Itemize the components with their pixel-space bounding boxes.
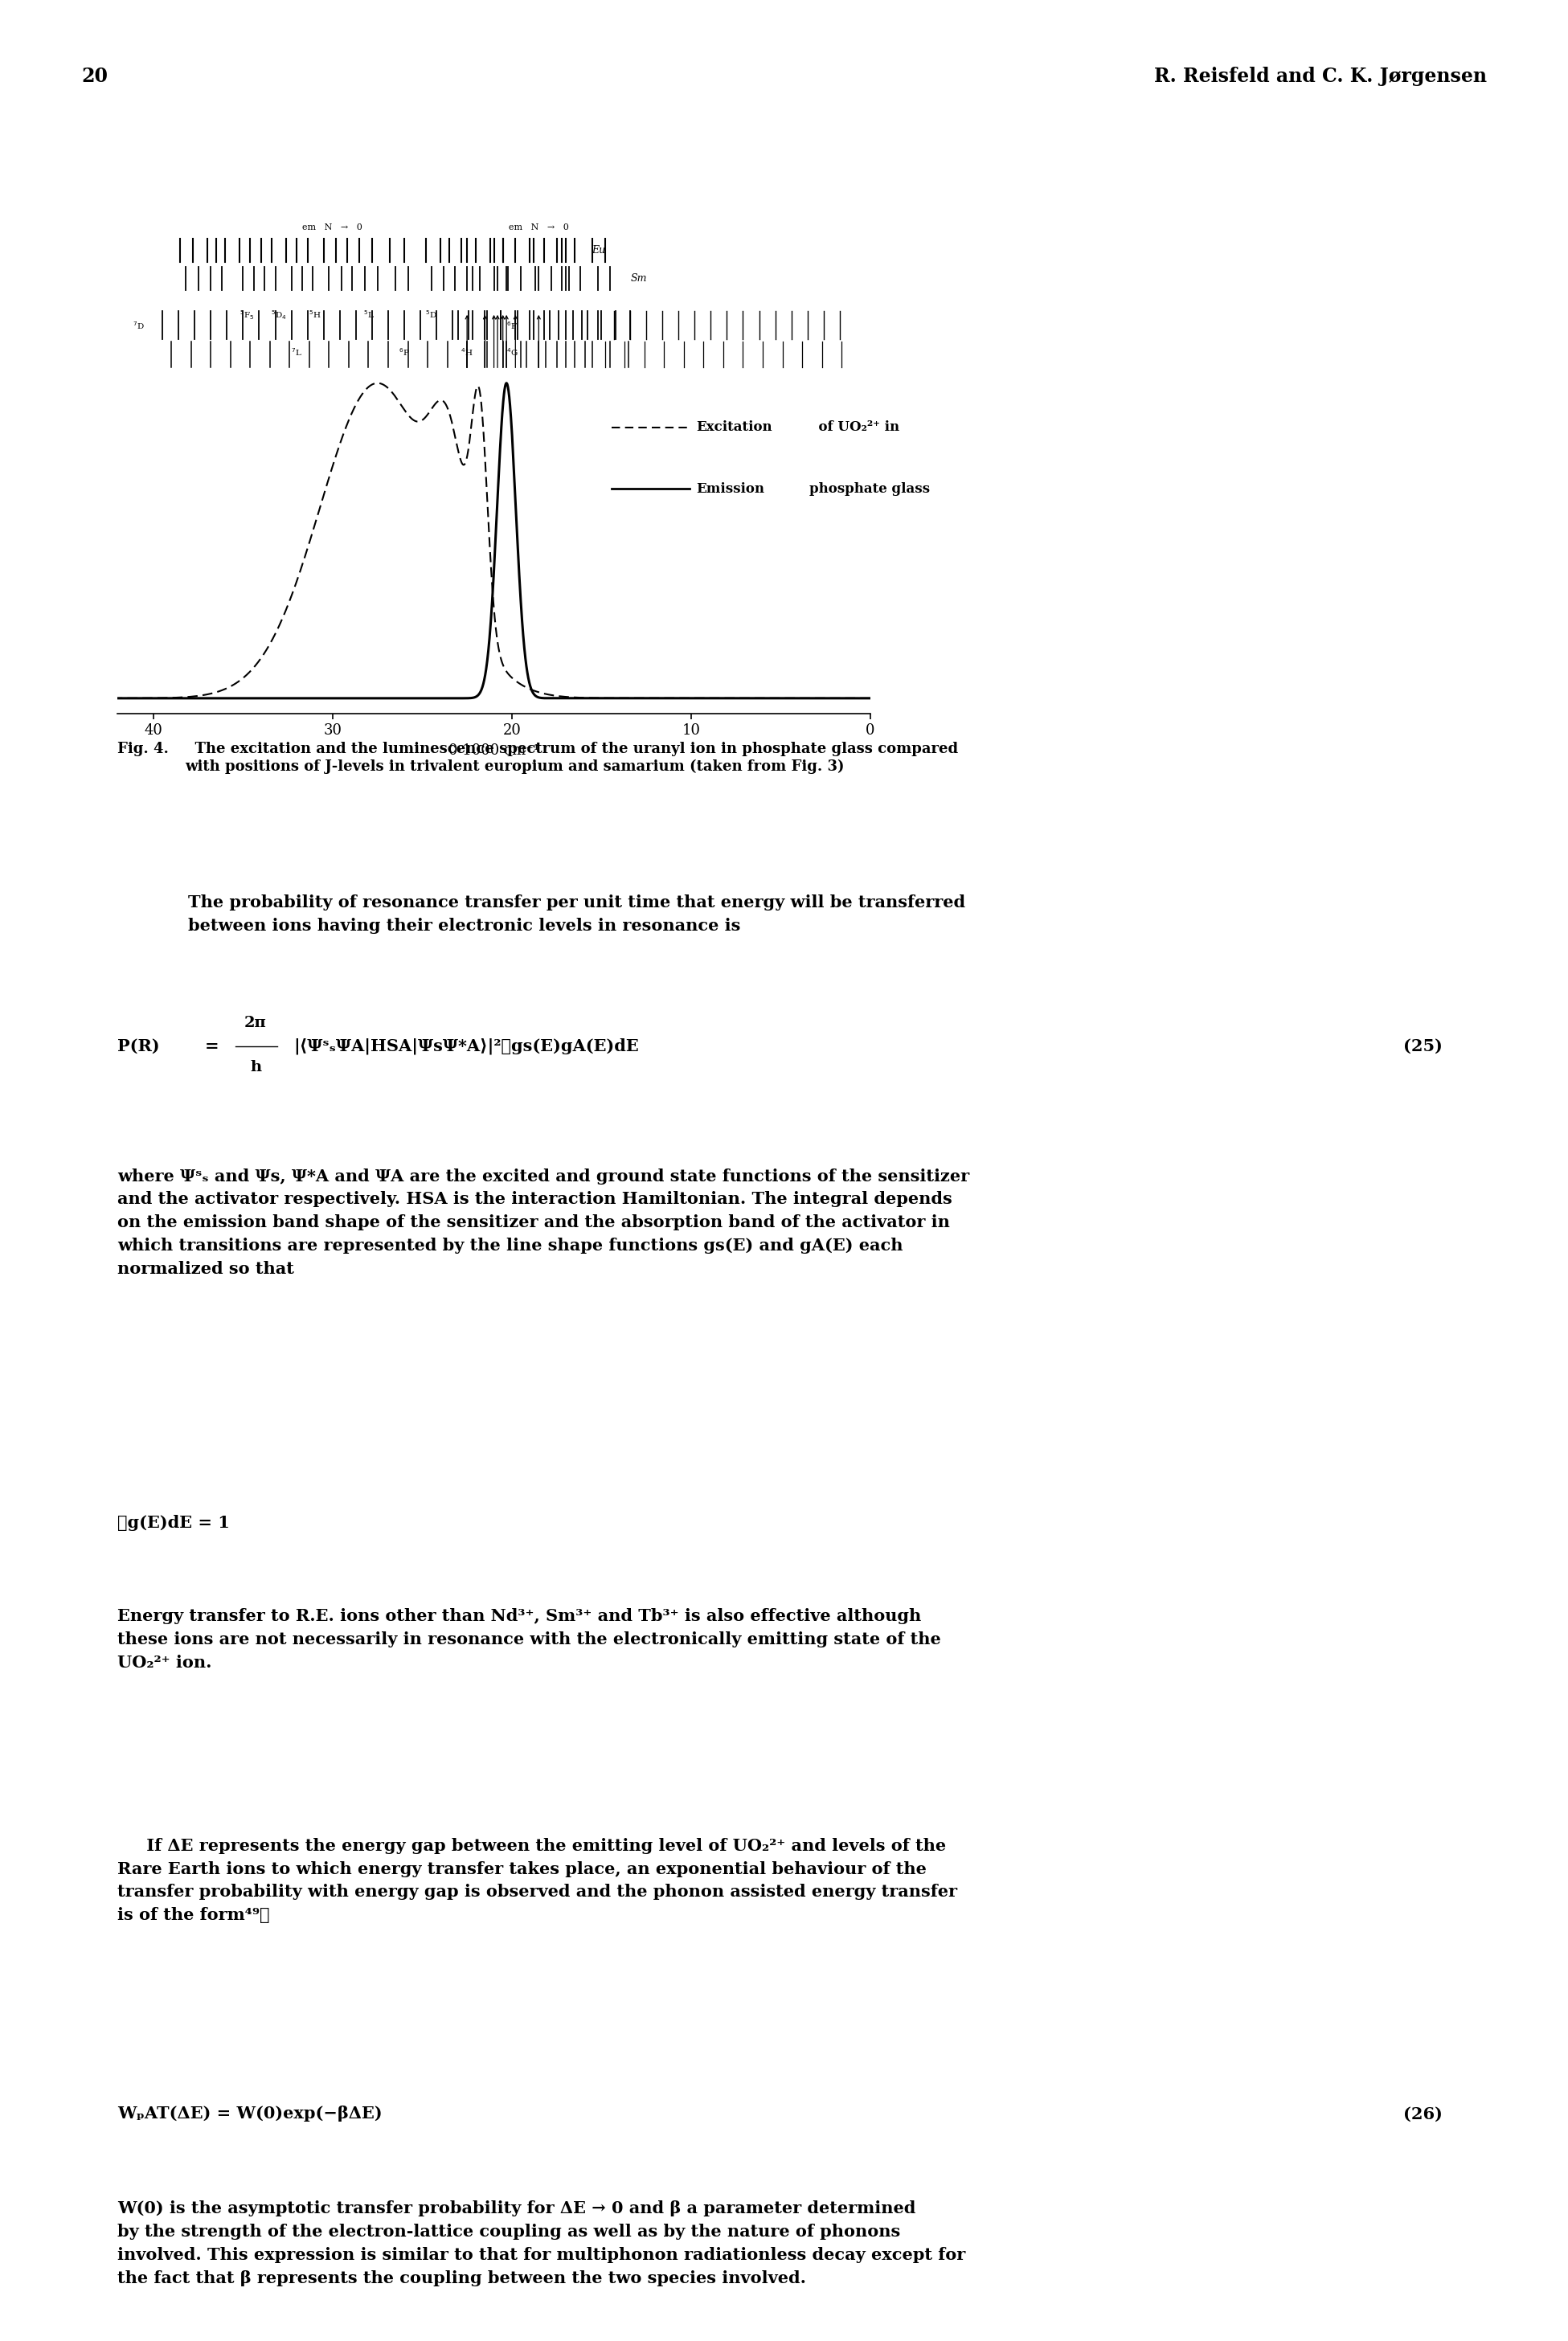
- Text: $^5$F$_5$: $^5$F$_5$: [240, 309, 254, 321]
- Text: ∯g(E)dE = 1: ∯g(E)dE = 1: [118, 1515, 230, 1531]
- Text: $^5$L: $^5$L: [364, 309, 373, 321]
- Text: Sm: Sm: [630, 274, 648, 283]
- Text: $^4$H: $^4$H: [461, 346, 474, 358]
- Text: Energy transfer to R.E. ions other than Nd³⁺, Sm³⁺ and Tb³⁺ is also effective al: Energy transfer to R.E. ions other than …: [118, 1608, 941, 1671]
- Text: $^5$D$_4$: $^5$D$_4$: [271, 309, 287, 321]
- Text: where Ψˢₛ and Ψs, Ψ*A and ΨA are the excited and ground state functions of the s: where Ψˢₛ and Ψs, Ψ*A and ΨA are the exc…: [118, 1168, 969, 1276]
- Text: $^7$D: $^7$D: [133, 321, 144, 330]
- Text: $^4$G: $^4$G: [506, 346, 517, 358]
- Text: W(0) is the asymptotic transfer probability for ΔE → 0 and β a parameter determi: W(0) is the asymptotic transfer probabil…: [118, 2201, 966, 2287]
- Text: em   N   →   0: em N → 0: [303, 225, 362, 232]
- Text: Eu: Eu: [591, 246, 605, 255]
- Text: Fig. 4.: Fig. 4.: [118, 742, 169, 756]
- Text: 20: 20: [82, 66, 108, 87]
- Text: The excitation and the luminescence spectrum of the uranyl ion in phosphate glas: The excitation and the luminescence spec…: [185, 742, 958, 773]
- Text: em   N   →   0: em N → 0: [508, 225, 569, 232]
- Text: $^7$L: $^7$L: [292, 346, 303, 358]
- Text: $^6$P: $^6$P: [398, 346, 409, 358]
- Text: The probability of resonance transfer per unit time that energy will be transfer: The probability of resonance transfer pe…: [188, 894, 966, 934]
- Text: If ΔE represents the energy gap between the emitting level of UO₂²⁺ and levels o: If ΔE represents the energy gap between …: [118, 1838, 958, 1924]
- Text: |⟨ΨˢₛΨA|HSA|ΨsΨ*A⟩|²∯gs(E)gA(E)dE: |⟨ΨˢₛΨA|HSA|ΨsΨ*A⟩|²∯gs(E)gA(E)dE: [293, 1037, 638, 1056]
- Text: $^5$H: $^5$H: [309, 309, 321, 321]
- Text: of UO₂²⁺ in: of UO₂²⁺ in: [809, 421, 898, 433]
- Text: P(R): P(R): [118, 1039, 160, 1053]
- Text: $^5$D: $^5$D: [425, 309, 437, 321]
- Text: $^6$F: $^6$F: [506, 321, 517, 330]
- Text: (25): (25): [1403, 1039, 1443, 1053]
- Text: phosphate glass: phosphate glass: [809, 482, 930, 496]
- Text: R. Reisfeld and C. K. Jørgensen: R. Reisfeld and C. K. Jørgensen: [1154, 66, 1486, 87]
- Text: h: h: [249, 1060, 262, 1075]
- Text: 2π: 2π: [245, 1016, 267, 1030]
- Text: Excitation: Excitation: [696, 421, 773, 433]
- Text: (26): (26): [1403, 2107, 1443, 2121]
- Text: =: =: [204, 1039, 220, 1053]
- Text: WₚAT(ΔE) = W(0)exp(−βΔE): WₚAT(ΔE) = W(0)exp(−βΔE): [118, 2107, 383, 2121]
- Text: Emission: Emission: [696, 482, 765, 496]
- X-axis label: 0·1000 cm⁻¹: 0·1000 cm⁻¹: [448, 744, 539, 758]
